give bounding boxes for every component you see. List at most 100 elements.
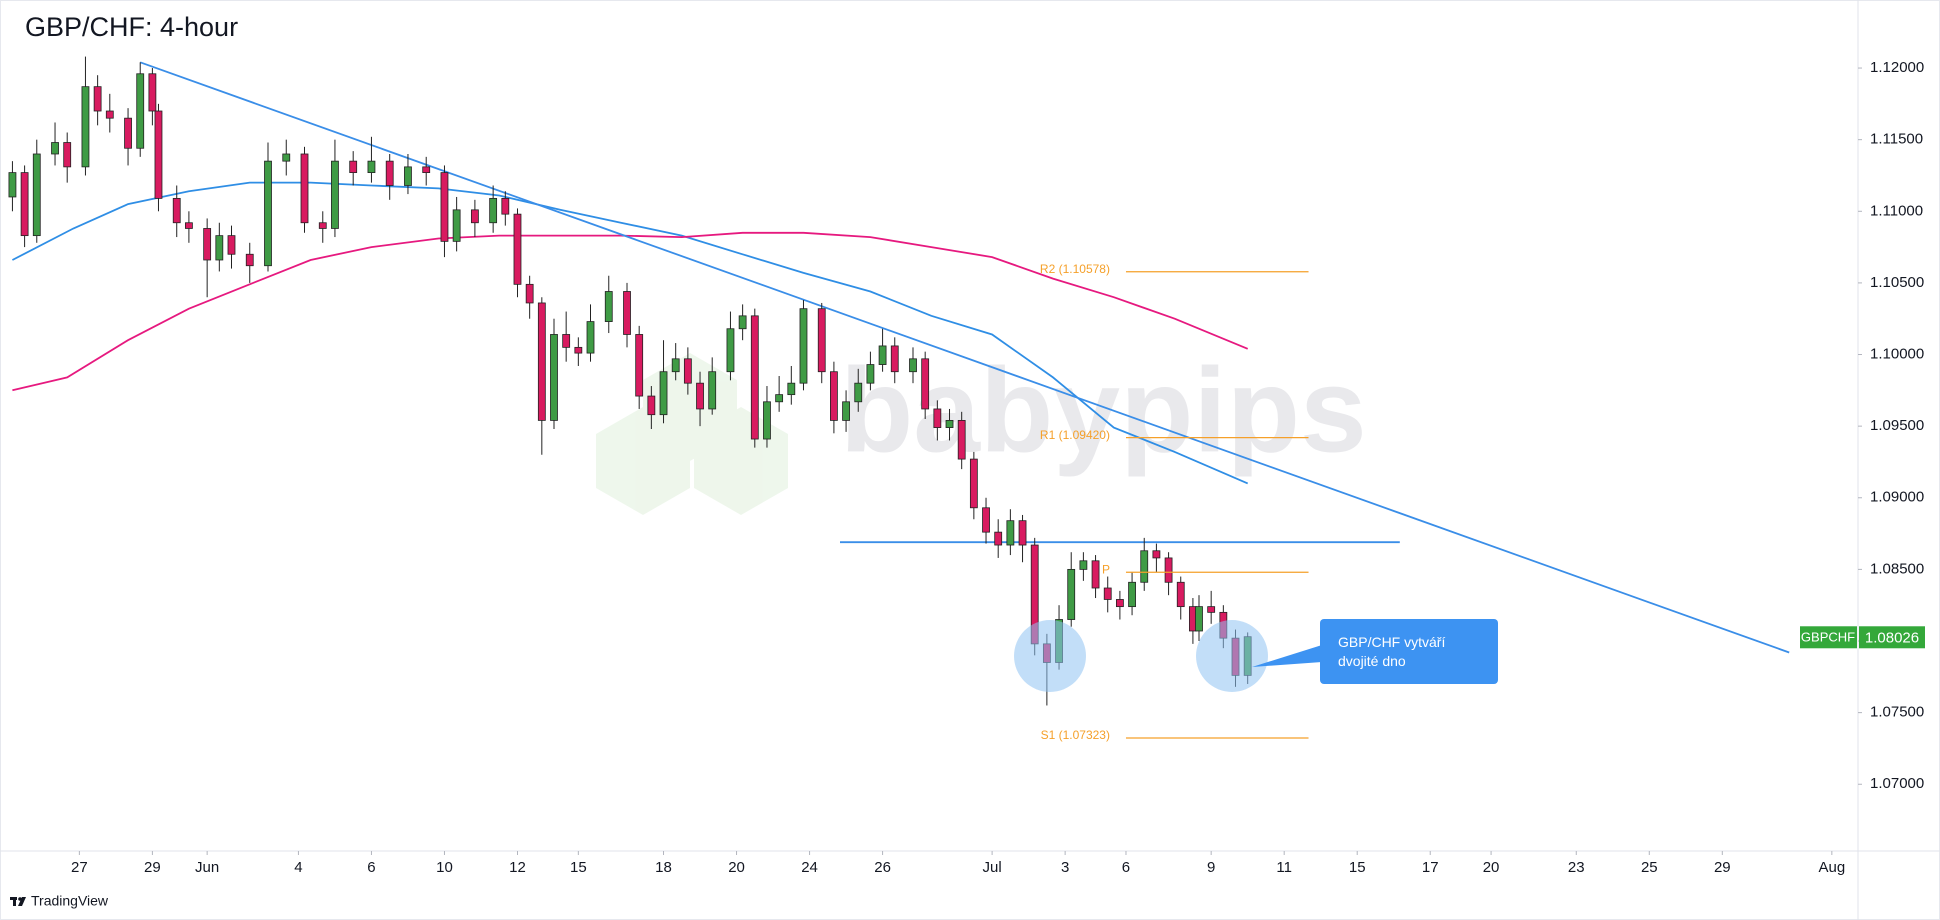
x-tick-label: 27	[71, 859, 88, 876]
x-tick-label: 15	[1349, 859, 1366, 876]
pivot-label: S1 (1.07323)	[1041, 728, 1110, 742]
pivot-label: P	[1102, 562, 1110, 576]
highlight-circle	[1014, 620, 1086, 692]
candle-body	[489, 197, 498, 224]
x-tick-label: 15	[570, 859, 587, 876]
candle-body	[227, 235, 236, 255]
candle-body	[659, 371, 668, 416]
line-series	[139, 61, 1790, 654]
candle-body	[32, 153, 41, 237]
candle-body	[969, 458, 978, 509]
x-tick-label: 6	[367, 859, 375, 876]
y-tick-label: 1.07500	[1870, 704, 1924, 721]
candle-body	[890, 345, 899, 373]
candle-body	[1176, 581, 1185, 608]
candle-body	[1164, 557, 1173, 583]
candle-body	[738, 315, 747, 330]
candle-body	[550, 334, 558, 421]
footer-brand: TradingView	[31, 893, 109, 909]
x-tick-label: 10	[436, 859, 453, 876]
x-tick-label: 3	[1061, 859, 1069, 876]
last-price-label: 1.08026	[1865, 629, 1919, 646]
candle-body	[830, 371, 838, 421]
candle-body	[203, 228, 212, 261]
candle-body	[300, 153, 309, 224]
highlights	[1014, 620, 1322, 692]
line-series	[12, 231, 1249, 392]
y-tick-label: 1.08500	[1870, 560, 1924, 577]
candle-body	[787, 382, 796, 396]
candle-body	[184, 222, 193, 229]
candle-body	[750, 315, 759, 440]
candle-body	[154, 110, 163, 199]
candle-body	[647, 395, 656, 416]
symbol-label: GBPCHF	[1801, 630, 1855, 645]
candle-body	[671, 358, 680, 373]
y-tick-label: 1.09000	[1870, 489, 1924, 506]
x-tick-label: 11	[1276, 859, 1292, 876]
candle-body	[623, 291, 631, 335]
candle-body	[775, 394, 784, 403]
x-tick-label: 20	[1483, 859, 1500, 876]
candle-body	[63, 142, 72, 168]
x-tick-label: 29	[144, 859, 161, 876]
watermark: babypips	[840, 344, 1367, 478]
y-tick-label: 1.11000	[1870, 202, 1923, 219]
candle-body	[51, 142, 59, 155]
candle-body	[93, 86, 102, 112]
y-tick-label: 1.09500	[1870, 417, 1924, 434]
x-tick-label: Jul	[983, 859, 1002, 876]
candle-body	[1091, 560, 1100, 589]
x-tick-label: 4	[294, 859, 302, 876]
candle-body	[452, 209, 461, 242]
candle-body	[1067, 568, 1076, 620]
x-tick-label: 25	[1641, 859, 1658, 876]
x-tick-label: 18	[655, 859, 672, 876]
candle-body	[866, 364, 875, 384]
candle-body	[367, 160, 376, 174]
candle-body	[105, 110, 114, 119]
candle-body	[921, 358, 930, 410]
candle-body	[385, 160, 394, 186]
line-series	[11, 181, 1249, 485]
x-tick-label: 26	[874, 859, 891, 876]
x-tick-label: 23	[1568, 859, 1585, 876]
candle-body	[525, 283, 534, 304]
x-tick-label: 29	[1714, 859, 1731, 876]
candle-body	[20, 172, 29, 237]
x-tick-label: 17	[1422, 859, 1439, 876]
candle-body	[854, 382, 863, 403]
candle-body	[124, 117, 132, 149]
x-tick-label: 9	[1207, 859, 1215, 876]
highlight-circle	[1196, 620, 1268, 692]
candle-body	[501, 197, 510, 215]
candle-body	[726, 328, 735, 373]
x-tick-label: 24	[801, 859, 818, 876]
last-price-tag	[1859, 626, 1925, 649]
candle-body	[1140, 550, 1149, 583]
candle-body	[440, 172, 449, 242]
candle-body	[136, 73, 145, 149]
y-tick-label: 1.11500	[1870, 131, 1923, 148]
candle-body	[81, 86, 90, 168]
candle-body	[172, 197, 181, 224]
tradingview-logo	[10, 897, 26, 906]
x-tick-label: 20	[728, 859, 745, 876]
candle-body	[470, 209, 479, 224]
candle-body	[1103, 587, 1112, 600]
candle-body	[586, 321, 595, 354]
candle-body	[1195, 606, 1203, 632]
candle-body	[708, 371, 717, 410]
x-tick-label: Jun	[195, 859, 219, 876]
candle-body	[1152, 550, 1161, 559]
annotation: GBP/CHF vytváří dvojité dno	[1320, 619, 1498, 684]
y-tick-label: 1.10000	[1870, 345, 1924, 362]
pivot-label: R1 (1.09420)	[1040, 428, 1110, 442]
candle-body	[763, 401, 771, 440]
candle-body	[1079, 560, 1088, 570]
y-tick-label: 1.07000	[1870, 775, 1924, 792]
candle-body	[1128, 581, 1136, 608]
candle-body	[562, 334, 571, 348]
candle-body	[982, 507, 990, 533]
